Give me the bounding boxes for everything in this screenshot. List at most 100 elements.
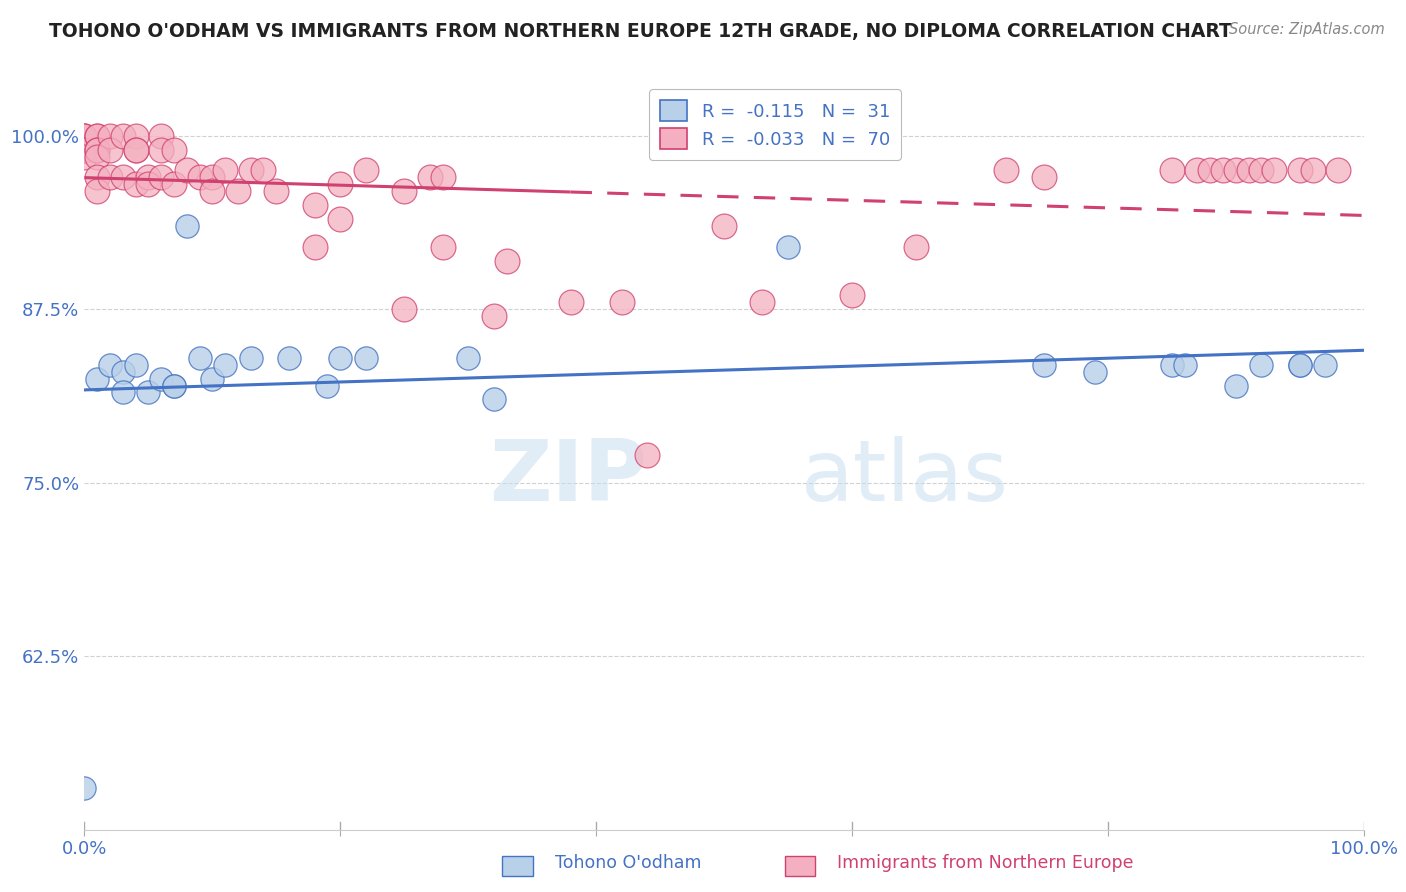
Point xyxy=(98,358,121,372)
Point xyxy=(73,143,96,157)
Point xyxy=(778,240,800,254)
Point xyxy=(163,143,186,157)
Point xyxy=(1032,358,1054,372)
Point xyxy=(111,128,134,143)
Point xyxy=(495,253,517,268)
Point xyxy=(150,143,173,157)
Point xyxy=(1199,163,1222,178)
Point xyxy=(86,371,108,385)
Point xyxy=(111,170,134,185)
Point xyxy=(73,150,96,164)
Point xyxy=(163,378,186,392)
Point xyxy=(329,178,352,192)
Point xyxy=(394,184,416,198)
Point xyxy=(214,358,236,372)
Point xyxy=(176,219,198,233)
Point xyxy=(1315,358,1337,372)
Point xyxy=(1225,378,1247,392)
Point xyxy=(432,240,454,254)
Legend: R =  -0.115   N =  31, R =  -0.033   N =  70: R = -0.115 N = 31, R = -0.033 N = 70 xyxy=(650,89,901,160)
Point xyxy=(150,170,173,185)
Point xyxy=(1288,163,1310,178)
Point xyxy=(264,184,288,198)
Point xyxy=(329,212,352,227)
Point xyxy=(1084,365,1107,379)
Point xyxy=(73,143,96,157)
Point xyxy=(316,378,339,392)
Point xyxy=(354,351,377,365)
Point xyxy=(329,351,352,365)
Point xyxy=(124,128,146,143)
Point xyxy=(1174,358,1197,372)
Point xyxy=(150,371,173,385)
Text: Source: ZipAtlas.com: Source: ZipAtlas.com xyxy=(1229,22,1385,37)
Point xyxy=(1327,163,1350,178)
Text: Tohono O'odham: Tohono O'odham xyxy=(555,855,702,872)
Point xyxy=(201,371,224,385)
Point xyxy=(226,184,249,198)
Point xyxy=(252,163,274,178)
Point xyxy=(1302,163,1324,178)
Point xyxy=(1263,163,1285,178)
Point xyxy=(394,302,416,317)
Point xyxy=(239,163,262,178)
Point xyxy=(124,143,146,157)
Point xyxy=(610,295,633,310)
Point xyxy=(304,198,326,212)
Point xyxy=(86,128,108,143)
Point xyxy=(176,163,198,178)
Point xyxy=(482,309,505,323)
Point xyxy=(560,295,582,310)
Point xyxy=(304,240,326,254)
Point xyxy=(98,128,121,143)
Point xyxy=(138,385,160,400)
Point xyxy=(73,128,96,143)
Point xyxy=(482,392,505,407)
Point xyxy=(1160,358,1182,372)
Point xyxy=(1288,358,1310,372)
Point xyxy=(457,351,479,365)
Text: ZIP: ZIP xyxy=(489,436,647,519)
Point xyxy=(713,219,735,233)
Point xyxy=(86,143,108,157)
Point xyxy=(73,780,96,795)
Point xyxy=(201,170,224,185)
Point xyxy=(124,178,146,192)
Point xyxy=(1225,163,1247,178)
Point xyxy=(163,178,186,192)
Point xyxy=(73,128,96,143)
Point xyxy=(124,143,146,157)
Point xyxy=(86,170,108,185)
Point xyxy=(905,240,928,254)
Point xyxy=(1250,163,1272,178)
Point xyxy=(354,163,377,178)
Point xyxy=(1250,358,1272,372)
Point xyxy=(994,163,1017,178)
Point xyxy=(432,170,454,185)
Point xyxy=(1160,163,1182,178)
Point xyxy=(138,178,160,192)
Point xyxy=(841,288,863,302)
Point xyxy=(1237,163,1260,178)
Point xyxy=(636,448,658,462)
Point xyxy=(150,128,173,143)
Point xyxy=(163,378,186,392)
Point xyxy=(239,351,262,365)
Point xyxy=(188,170,211,185)
Point xyxy=(751,295,773,310)
Point xyxy=(278,351,301,365)
Text: Immigrants from Northern Europe: Immigrants from Northern Europe xyxy=(837,855,1133,872)
Point xyxy=(111,365,134,379)
Point xyxy=(111,385,134,400)
Point xyxy=(1288,358,1310,372)
Point xyxy=(73,128,96,143)
Point xyxy=(138,170,160,185)
Point xyxy=(1032,170,1054,185)
Point xyxy=(214,163,236,178)
Point xyxy=(98,170,121,185)
Point xyxy=(188,351,211,365)
Point xyxy=(86,184,108,198)
Point xyxy=(98,143,121,157)
Point xyxy=(419,170,441,185)
Point xyxy=(86,143,108,157)
